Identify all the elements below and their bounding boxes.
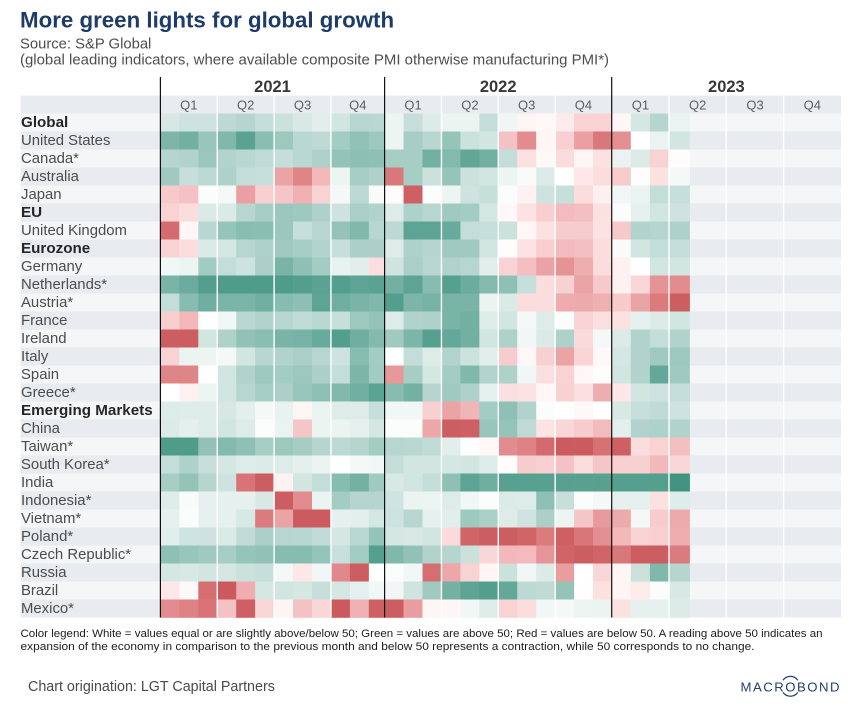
svg-text:Source: S&P Global: Source: S&P Global xyxy=(20,37,151,53)
svg-text:Eurozone: Eurozone xyxy=(21,240,90,257)
svg-text:Russia: Russia xyxy=(21,565,67,581)
svg-text:Canada*: Canada* xyxy=(21,151,79,167)
svg-text:MACROBOND: MACROBOND xyxy=(741,679,842,694)
svg-text:Japan: Japan xyxy=(21,187,62,203)
svg-text:Brazil: Brazil xyxy=(21,583,58,599)
svg-text:Mexico*: Mexico* xyxy=(21,601,74,617)
svg-text:2022: 2022 xyxy=(480,78,517,96)
svg-text:Q1: Q1 xyxy=(404,98,421,113)
svg-text:Czech Republic*: Czech Republic* xyxy=(21,547,131,563)
svg-text:Ireland: Ireland xyxy=(21,331,67,347)
svg-text:Vietnam*: Vietnam* xyxy=(21,511,81,527)
svg-text:Italy: Italy xyxy=(21,349,49,365)
svg-text:Q4: Q4 xyxy=(575,98,592,113)
svg-text:More green lights for global g: More green lights for global growth xyxy=(20,8,394,33)
svg-text:2021: 2021 xyxy=(254,78,291,96)
svg-text:expansion of the economy in co: expansion of the economy in comparison t… xyxy=(21,641,755,653)
svg-text:Germany: Germany xyxy=(21,259,83,275)
svg-text:India: India xyxy=(21,475,54,491)
svg-text:Chart origination: LGT Capital: Chart origination: LGT Capital Partners xyxy=(28,679,275,695)
svg-text:Q4: Q4 xyxy=(349,98,366,113)
svg-text:Q1: Q1 xyxy=(632,98,649,113)
svg-text:South Korea*: South Korea* xyxy=(21,457,110,473)
svg-text:Poland*: Poland* xyxy=(21,529,73,545)
svg-text:Australia: Australia xyxy=(21,169,80,185)
svg-text:Emerging Markets: Emerging Markets xyxy=(21,402,153,419)
svg-text:Q1: Q1 xyxy=(180,98,197,113)
svg-text:Greece*: Greece* xyxy=(21,385,76,401)
svg-text:Taiwan*: Taiwan* xyxy=(21,439,73,455)
svg-text:Spain: Spain xyxy=(21,367,59,383)
svg-text:Q2: Q2 xyxy=(689,98,706,113)
svg-text:Color legend: White = values e: Color legend: White = values equal or ar… xyxy=(21,628,823,640)
svg-text:Q3: Q3 xyxy=(746,98,763,113)
svg-text:Austria*: Austria* xyxy=(21,295,73,311)
svg-text:Q4: Q4 xyxy=(804,98,821,113)
svg-text:Q3: Q3 xyxy=(518,98,535,113)
svg-text:Global: Global xyxy=(21,114,68,131)
svg-text:China: China xyxy=(21,421,61,437)
svg-text:Q3: Q3 xyxy=(294,98,311,113)
svg-text:United Kingdom: United Kingdom xyxy=(21,223,127,239)
svg-text:Netherlands*: Netherlands* xyxy=(21,277,107,293)
svg-text:EU: EU xyxy=(21,204,42,221)
svg-text:Q2: Q2 xyxy=(237,98,254,113)
svg-text:Q2: Q2 xyxy=(461,98,478,113)
svg-text:Indonesia*: Indonesia* xyxy=(21,493,92,509)
svg-text:France: France xyxy=(21,313,67,329)
svg-text:2023: 2023 xyxy=(708,78,745,96)
svg-text:United States: United States xyxy=(21,133,110,149)
svg-text:(global leading indicators, wh: (global leading indicators, where availa… xyxy=(20,53,609,69)
